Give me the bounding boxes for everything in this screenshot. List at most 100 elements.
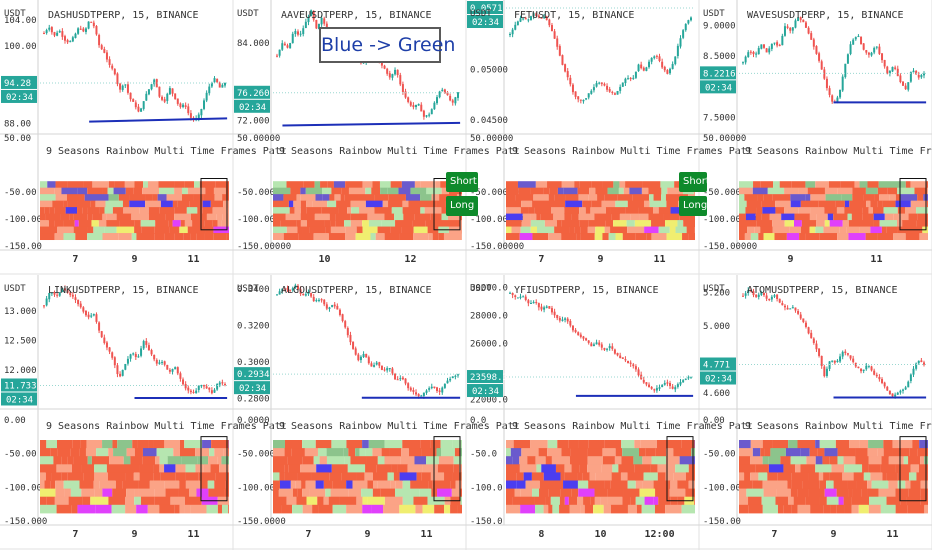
candle-body — [397, 379, 399, 380]
rainbow-cell — [617, 194, 632, 201]
rainbow-cell — [822, 456, 829, 465]
rainbow-cell — [153, 194, 158, 201]
candle-body — [281, 43, 283, 50]
rainbow-cell — [392, 207, 403, 214]
candle-body — [276, 56, 278, 57]
rainbow-cell — [578, 188, 590, 195]
candle-body — [894, 395, 896, 397]
candle-body — [918, 361, 920, 363]
candle-body — [794, 20, 796, 27]
rainbow-cell — [841, 194, 852, 201]
candle-body — [56, 33, 58, 36]
rainbow-cell — [522, 220, 531, 227]
chart-panel: 30000.028000.026000.022000.023598.302:34… — [466, 275, 753, 550]
rainbow-cell — [54, 220, 63, 227]
candle-body — [457, 374, 459, 375]
rainbow-cell — [521, 207, 529, 214]
rainbow-cell — [553, 214, 564, 221]
rainbow-cell — [67, 472, 84, 481]
candle-body — [902, 82, 904, 86]
candle-body — [389, 73, 391, 77]
rainbow-cell — [126, 489, 134, 498]
rainbow-cell — [362, 220, 369, 227]
rainbow-cell — [90, 201, 95, 208]
rainbow-cell — [786, 448, 801, 457]
rainbow-cell — [460, 489, 462, 498]
rainbow-cell — [118, 233, 132, 240]
rainbow-cell — [74, 227, 88, 234]
rainbow-cell — [342, 472, 357, 481]
rainbow-cell — [296, 481, 301, 490]
rainbow-cell — [532, 472, 544, 481]
rainbow-cell — [94, 481, 100, 490]
candle-body — [852, 40, 854, 45]
rainbow-cell — [757, 220, 772, 227]
rainbow-cell — [777, 472, 791, 481]
rainbow-cell — [55, 497, 69, 506]
rainbow-cell — [581, 233, 595, 240]
osc-tick-label: 0.00 — [703, 416, 725, 426]
candle-body — [863, 43, 865, 49]
candle-body — [428, 114, 430, 115]
rainbow-cell — [532, 233, 548, 240]
rainbow-cell — [350, 456, 366, 465]
rainbow-cell — [816, 220, 825, 227]
rainbow-cell — [185, 472, 198, 481]
rainbow-cell — [336, 201, 350, 208]
rainbow-cell — [348, 464, 365, 473]
rainbow-cell — [322, 188, 331, 195]
rainbow-cell — [579, 464, 587, 473]
rainbow-cell — [273, 448, 285, 457]
rainbow-cell — [885, 214, 894, 221]
candle-body — [103, 338, 105, 343]
rainbow-cell — [297, 194, 301, 201]
rainbow-cell — [523, 214, 530, 221]
rainbow-cell — [140, 472, 154, 481]
candle-body — [779, 45, 781, 46]
rainbow-cell — [377, 481, 390, 490]
candle-body — [664, 383, 666, 385]
candle-body — [391, 74, 393, 78]
rainbow-cell — [216, 181, 228, 188]
rainbow-cell — [745, 207, 756, 214]
rainbow-cell — [837, 505, 845, 514]
rainbow-cell — [292, 505, 303, 514]
rainbow-cell — [557, 220, 561, 227]
rainbow-cell — [801, 448, 810, 457]
price-tick-label: 0.3000 — [237, 358, 270, 368]
rainbow-cell — [627, 220, 635, 227]
candle-body — [559, 46, 561, 56]
rainbow-cell — [305, 448, 318, 457]
rainbow-cell — [802, 481, 819, 490]
candles — [43, 21, 226, 122]
rainbow-cell — [873, 220, 880, 227]
candle-body — [514, 25, 516, 30]
rainbow-cell — [356, 233, 371, 240]
rainbow-cell — [369, 440, 385, 449]
candle-body — [334, 305, 336, 307]
candle-body — [169, 88, 171, 94]
rainbow-cell — [535, 505, 544, 514]
rainbow-cell — [545, 220, 557, 227]
rainbow-cell — [588, 456, 603, 465]
rainbow-cell — [506, 497, 513, 506]
rainbow-cell — [306, 207, 321, 214]
rainbow-cell — [222, 220, 229, 227]
candle-body — [868, 366, 870, 367]
rainbow-cell — [155, 497, 171, 506]
rainbow-cell — [519, 456, 527, 465]
rainbow-cell — [852, 497, 869, 506]
candle-body — [624, 359, 626, 360]
rainbow-cell — [385, 440, 403, 449]
rainbow-cell — [756, 464, 769, 473]
rainbow-cell — [314, 456, 320, 465]
rainbow-cell — [588, 227, 595, 234]
rainbow-cell — [322, 194, 329, 201]
rainbow-cell — [134, 489, 138, 498]
rainbow-cell — [140, 207, 149, 214]
rainbow-cell — [149, 214, 166, 221]
rainbow-cell — [919, 464, 928, 473]
rainbow-bands — [506, 181, 695, 240]
rainbow-cell — [651, 233, 666, 240]
rainbow-cell — [73, 440, 81, 449]
